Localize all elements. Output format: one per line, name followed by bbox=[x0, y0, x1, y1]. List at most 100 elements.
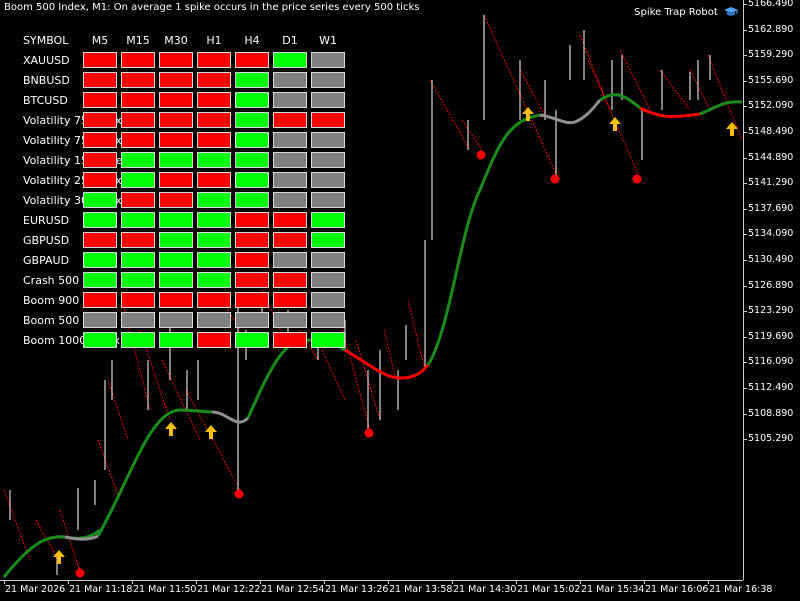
signal-cell-green bbox=[311, 212, 345, 228]
time-label: 21 Mar 14:30 bbox=[453, 584, 517, 595]
price-tick bbox=[744, 311, 747, 313]
signal-cell-gray bbox=[273, 152, 307, 168]
buy-arrow-icon bbox=[609, 117, 621, 131]
price-tick bbox=[744, 260, 747, 261]
price-tick bbox=[744, 80, 747, 82]
signal-cell-green bbox=[159, 272, 193, 288]
price-label: 5144.890 bbox=[748, 151, 794, 163]
price-tick bbox=[744, 183, 747, 185]
signal-cell-green bbox=[159, 152, 193, 168]
dashboard-symbol: GBPAUD bbox=[23, 254, 70, 267]
time-label: 21 Mar 11:18 bbox=[69, 584, 133, 595]
price-bar-decline bbox=[461, 119, 483, 151]
signal-cell-red bbox=[83, 52, 117, 68]
price-label: 5148.490 bbox=[748, 126, 794, 137]
price-bar-decline bbox=[185, 389, 241, 491]
trend-line-green bbox=[426, 113, 541, 366]
price-bar-decline bbox=[59, 509, 81, 573]
signal-cell-red bbox=[235, 252, 269, 268]
signal-cell-green bbox=[235, 172, 269, 188]
price-label: 5137.690 bbox=[748, 202, 794, 214]
price-tick bbox=[744, 439, 747, 441]
price-tick bbox=[744, 106, 747, 108]
time-tick bbox=[580, 581, 581, 584]
sell-signal-dot bbox=[75, 568, 85, 578]
price-axis[interactable]: 5166.490 5162.890 5159.290 5155.690 5152.090… bbox=[743, 0, 800, 580]
price-bar-decline bbox=[107, 379, 129, 441]
time-tick bbox=[132, 581, 133, 584]
price-label: 5159.290 bbox=[748, 49, 794, 61]
signal-cell-gray bbox=[311, 272, 345, 288]
signal-cell-green bbox=[235, 332, 269, 348]
signal-cell-red bbox=[83, 92, 117, 108]
trend-line-red bbox=[639, 106, 701, 118]
signal-cell-red bbox=[197, 132, 231, 148]
signal-cell-red bbox=[83, 152, 117, 168]
sell-signal-dot bbox=[234, 489, 244, 499]
price-tick bbox=[744, 132, 747, 133]
price-tick bbox=[744, 388, 747, 389]
time-label: 21 Mar 16:06 bbox=[645, 584, 709, 595]
price-label: 5130.490 bbox=[748, 254, 794, 265]
buy-arrow-icon bbox=[205, 425, 217, 439]
signal-cell-red bbox=[273, 232, 307, 248]
signal-cell-gray bbox=[311, 152, 345, 168]
signal-cell-red bbox=[197, 292, 231, 308]
signal-cell-gray bbox=[311, 72, 345, 88]
time-tick bbox=[4, 581, 5, 584]
signal-cell-red bbox=[121, 232, 155, 248]
signal-cell-red bbox=[159, 292, 193, 308]
time-axis[interactable]: 21 Mar 2026 21 Mar 11:18 21 Mar 11:50 21 Ma… bbox=[0, 580, 772, 601]
price-tick bbox=[744, 157, 747, 159]
sell-signal-dot bbox=[364, 428, 374, 438]
chart-title: Boom 500 Index, M1: On average 1 spike o… bbox=[4, 2, 420, 13]
signal-cell-gray bbox=[311, 132, 345, 148]
dashboard-timeframe-header: W1 bbox=[319, 34, 337, 47]
signal-cell-green bbox=[83, 212, 117, 228]
signal-cell-green bbox=[197, 152, 231, 168]
signal-cell-green bbox=[159, 232, 193, 248]
signal-cell-gray bbox=[235, 312, 269, 328]
price-bar-decline bbox=[519, 69, 546, 116]
signal-cell-red bbox=[235, 272, 269, 288]
time-label: 21 Mar 15:02 bbox=[517, 584, 581, 595]
signal-cell-gray bbox=[311, 92, 345, 108]
time-label: 21 Mar 13:26 bbox=[325, 584, 389, 595]
time-label: 21 Mar 15:34 bbox=[581, 584, 645, 595]
signal-cell-green bbox=[121, 152, 155, 168]
trend-line-green bbox=[96, 408, 213, 537]
price-bar-decline bbox=[659, 69, 691, 111]
time-label: 21 Mar 11:50 bbox=[133, 584, 197, 595]
signal-cell-gray bbox=[311, 192, 345, 208]
signal-cell-gray bbox=[273, 252, 307, 268]
time-label: 21 Mar 12:54 bbox=[261, 584, 325, 595]
time-label: 21 Mar 13:58 bbox=[389, 584, 453, 595]
signal-cell-green bbox=[197, 272, 231, 288]
buy-arrow-icon bbox=[726, 122, 738, 136]
dashboard-timeframe-header: D1 bbox=[282, 34, 298, 47]
price-tick bbox=[744, 55, 747, 57]
signal-cell-gray bbox=[273, 312, 307, 328]
signal-cell-green bbox=[235, 132, 269, 148]
price-bar-decline bbox=[261, 289, 286, 341]
price-label: 5112.490 bbox=[748, 382, 794, 393]
signal-cell-red bbox=[83, 72, 117, 88]
time-tick bbox=[388, 581, 389, 584]
signal-cell-green bbox=[235, 192, 269, 208]
trend-line-gray bbox=[64, 534, 99, 541]
time-tick bbox=[324, 581, 325, 584]
signal-cell-green bbox=[311, 332, 345, 348]
time-tick bbox=[68, 581, 69, 584]
price-tick bbox=[744, 208, 747, 210]
price-tick bbox=[744, 362, 747, 364]
graduation-cap-icon bbox=[724, 7, 738, 16]
signal-cell-red bbox=[121, 72, 155, 88]
dashboard-timeframe-header: M5 bbox=[91, 34, 109, 47]
price-label: 5123.290 bbox=[748, 305, 794, 317]
signal-cell-red bbox=[83, 132, 117, 148]
signal-cell-green bbox=[235, 152, 269, 168]
signal-cell-red bbox=[273, 292, 307, 308]
signal-cell-red bbox=[197, 172, 231, 188]
trend-line-red bbox=[344, 348, 430, 380]
signal-cell-gray bbox=[311, 52, 345, 68]
